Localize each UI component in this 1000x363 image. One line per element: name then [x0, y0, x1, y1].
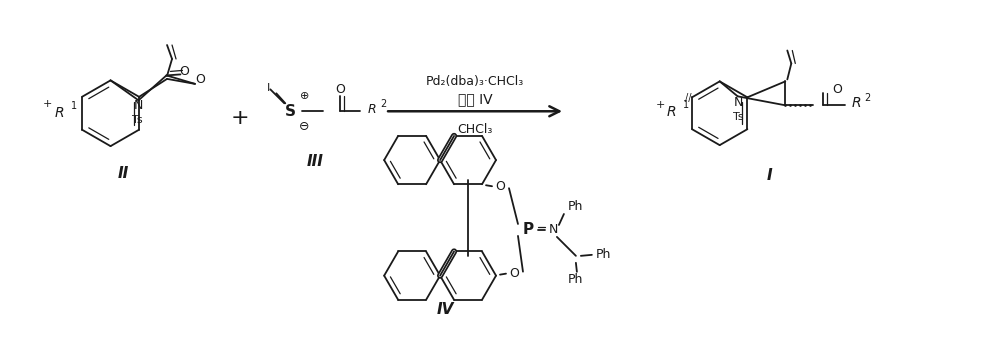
Text: 1: 1 [683, 100, 689, 110]
Text: ⊕: ⊕ [300, 91, 309, 101]
Text: 2: 2 [864, 93, 870, 103]
Text: N: N [134, 99, 143, 112]
Text: Ph: Ph [568, 273, 584, 286]
Text: III: III [307, 154, 324, 168]
Text: +: + [43, 99, 52, 109]
Text: Ph: Ph [596, 248, 612, 261]
Text: IV: IV [436, 302, 454, 317]
Text: O: O [832, 83, 842, 96]
Text: Pd₂(dba)₃·CHCl₃: Pd₂(dba)₃·CHCl₃ [426, 75, 524, 88]
Text: N: N [549, 224, 559, 236]
Text: //: // [685, 93, 692, 103]
Text: P: P [522, 223, 534, 237]
Text: O: O [509, 267, 519, 280]
Text: 2: 2 [380, 99, 386, 109]
Text: Ts: Ts [733, 112, 744, 122]
Text: I: I [267, 83, 270, 93]
Text: S: S [285, 104, 296, 119]
Text: II: II [118, 166, 129, 180]
Text: 配体 IV: 配体 IV [458, 92, 492, 106]
Text: 1: 1 [71, 101, 77, 111]
Text: O: O [335, 83, 345, 96]
Text: N: N [734, 96, 743, 109]
Text: Ph: Ph [568, 200, 584, 212]
Text: +: + [656, 100, 665, 110]
Text: Ts: Ts [132, 115, 143, 125]
Text: ⊖: ⊖ [299, 120, 310, 133]
Text: I: I [767, 168, 772, 183]
Text: O: O [180, 65, 189, 78]
Text: +: + [231, 108, 250, 128]
Text: CHCl₃: CHCl₃ [457, 123, 493, 136]
Text: R: R [368, 103, 376, 116]
Text: R: R [55, 106, 64, 120]
Text: O: O [195, 73, 205, 86]
Text: O: O [495, 180, 505, 193]
Text: R: R [667, 105, 677, 119]
Text: R: R [851, 96, 861, 110]
